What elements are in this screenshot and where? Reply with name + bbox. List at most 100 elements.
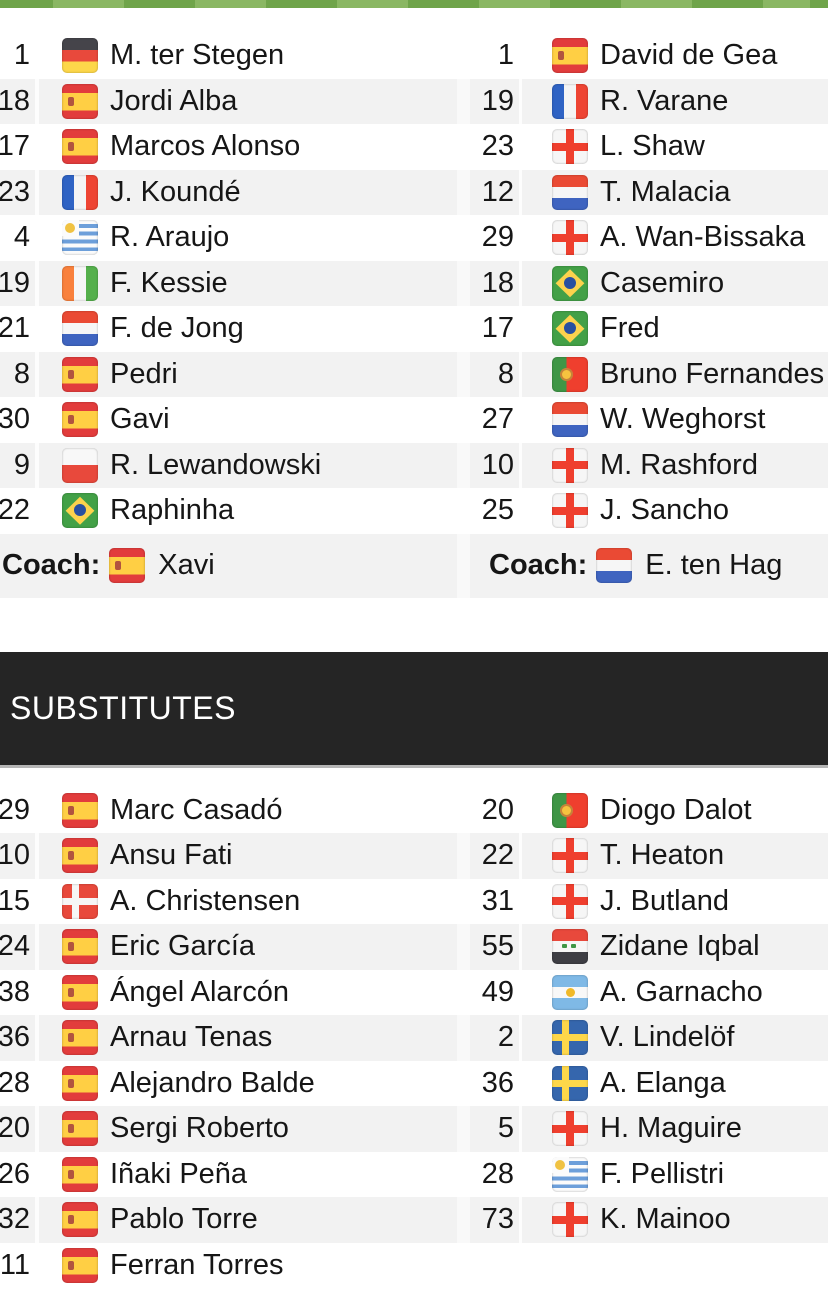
player-name[interactable]: Jordi Alba xyxy=(110,84,238,117)
france-flag-icon xyxy=(552,83,588,119)
substitute-row: 24 Eric García 55 Zidane Iqbal xyxy=(0,924,828,970)
player-name[interactable]: H. Maguire xyxy=(600,1112,742,1145)
player-cell: Alejandro Balde xyxy=(39,1061,457,1107)
spain-flag-icon xyxy=(109,548,146,583)
player-name[interactable]: J. Butland xyxy=(600,884,729,917)
player-number: 18 xyxy=(481,266,514,299)
player-cell: R. Varane xyxy=(522,79,828,125)
player-name[interactable]: Pedri xyxy=(110,357,178,390)
player-name[interactable]: Sergi Roberto xyxy=(110,1112,289,1145)
coach-name[interactable]: E. ten Hag xyxy=(645,549,783,581)
coach-name[interactable]: Xavi xyxy=(158,549,215,581)
player-name[interactable]: A. Christensen xyxy=(110,884,301,917)
substitute-row: 38 Ángel Alarcón 49 A. Garnacho xyxy=(0,969,828,1016)
player-name[interactable]: Gavi xyxy=(110,403,170,436)
player-cell: Casemiro xyxy=(522,261,828,307)
player-name[interactable]: Raphinha xyxy=(110,494,235,527)
substitute-row: 28 Alejandro Balde 36 A. Elanga xyxy=(0,1060,828,1107)
player-name[interactable]: K. Mainoo xyxy=(600,1203,731,1236)
spain-flag-icon xyxy=(62,1065,98,1101)
player-name[interactable]: L. Shaw xyxy=(600,130,705,163)
player-name[interactable]: Fred xyxy=(600,312,660,345)
england-flag-icon xyxy=(552,1202,588,1238)
player-name[interactable]: A. Garnacho xyxy=(600,975,763,1008)
player-name[interactable]: Ferran Torres xyxy=(110,1248,284,1281)
cell-divider xyxy=(35,169,39,215)
england-flag-icon xyxy=(552,129,588,165)
player-name[interactable]: Pablo Torre xyxy=(110,1203,258,1236)
player-name[interactable]: Ansu Fati xyxy=(110,839,233,872)
pitch-stripe-bar xyxy=(0,0,828,8)
player-name[interactable]: Casemiro xyxy=(600,266,725,299)
column-gap xyxy=(457,260,470,306)
player-name[interactable]: Eric García xyxy=(110,930,256,963)
player-name[interactable]: Arnau Tenas xyxy=(110,1021,273,1054)
player-name[interactable]: Marcos Alonso xyxy=(110,130,301,163)
substitutes-table: 29 Marc Casadó 20 Diogo Dalot 10 Ansu Fati 22 T… xyxy=(0,787,828,1288)
player-name[interactable]: R. Araujo xyxy=(110,221,230,254)
player-name[interactable]: Diogo Dalot xyxy=(600,793,752,826)
player-name[interactable]: Ángel Alarcón xyxy=(110,975,289,1008)
england-flag-icon xyxy=(552,447,588,483)
player-name[interactable]: F. de Jong xyxy=(110,312,244,345)
column-gap xyxy=(457,1106,470,1152)
poland-flag-icon xyxy=(62,447,98,483)
player-cell: J. Butland xyxy=(522,879,828,925)
player-name[interactable]: F. Kessie xyxy=(110,266,228,299)
player-name[interactable]: V. Lindelöf xyxy=(600,1021,735,1054)
player-name[interactable]: Iñaki Peña xyxy=(110,1157,248,1190)
player-cell: Ansu Fati xyxy=(39,833,457,879)
player-name[interactable]: Zidane Iqbal xyxy=(600,930,760,963)
cell-divider xyxy=(35,397,39,443)
player-number: 10 xyxy=(481,448,514,481)
column-gap xyxy=(457,442,470,488)
column-gap xyxy=(457,969,470,1015)
player-number: 8 xyxy=(497,357,514,390)
lineup-row: 22 Raphinha 25 J. Sancho xyxy=(0,488,828,534)
player-name[interactable]: W. Weghorst xyxy=(600,403,766,436)
player-name[interactable]: David de Gea xyxy=(600,39,778,72)
player-number: 8 xyxy=(13,357,30,390)
player-name[interactable]: R. Lewandowski xyxy=(110,448,322,481)
brazil-flag-icon xyxy=(552,265,588,301)
player-cell: Marcos Alonso xyxy=(39,124,457,170)
column-gap xyxy=(457,833,470,879)
cell-divider xyxy=(519,397,522,443)
player-cell: Arnau Tenas xyxy=(39,1015,457,1061)
player-name[interactable]: A. Wan-Bissaka xyxy=(600,221,806,254)
player-name[interactable]: F. Pellistri xyxy=(600,1157,725,1190)
player-name[interactable]: M. Rashford xyxy=(600,448,758,481)
player-cell: Marc Casadó xyxy=(39,788,457,834)
player-name[interactable]: J. Sancho xyxy=(600,494,729,527)
player-name[interactable]: R. Varane xyxy=(600,84,729,117)
column-gap xyxy=(457,1151,470,1197)
cell-divider xyxy=(519,260,522,306)
lineup-row: 8 Pedri 8 Bruno Fernandes xyxy=(0,351,828,398)
player-cell: Iñaki Peña xyxy=(39,1152,457,1198)
player-name[interactable]: Alejandro Balde xyxy=(110,1066,315,1099)
player-cell: A. Elanga xyxy=(522,1061,828,1107)
player-number: 11 xyxy=(0,1248,30,1281)
player-name[interactable]: T. Heaton xyxy=(600,839,725,872)
player-name[interactable]: Bruno Fernandes xyxy=(600,357,825,390)
cell-divider xyxy=(519,1106,522,1152)
cell-divider xyxy=(35,351,39,397)
player-name[interactable]: T. Malacia xyxy=(600,175,731,208)
player-cell: Pedri xyxy=(39,352,457,398)
lineup-row: 4 R. Araujo 29 A. Wan-Bissaka xyxy=(0,215,828,261)
column-gap xyxy=(457,78,470,124)
player-name[interactable]: Marc Casadó xyxy=(110,793,283,826)
player-number: 23 xyxy=(481,130,514,163)
player-name[interactable]: A. Elanga xyxy=(600,1066,726,1099)
cell-divider xyxy=(519,33,522,79)
player-cell: Ángel Alarcón xyxy=(39,970,457,1016)
column-gap xyxy=(457,533,470,598)
player-name[interactable]: M. ter Stegen xyxy=(110,39,285,72)
cell-divider xyxy=(35,124,39,170)
substitutes-header-label: SUBSTITUTES xyxy=(10,689,236,726)
player-cell: M. ter Stegen xyxy=(39,33,457,79)
player-number: 27 xyxy=(481,403,514,436)
player-number: 31 xyxy=(481,884,514,917)
player-name[interactable]: J. Koundé xyxy=(110,175,241,208)
substitute-row: 29 Marc Casadó 20 Diogo Dalot xyxy=(0,787,828,834)
